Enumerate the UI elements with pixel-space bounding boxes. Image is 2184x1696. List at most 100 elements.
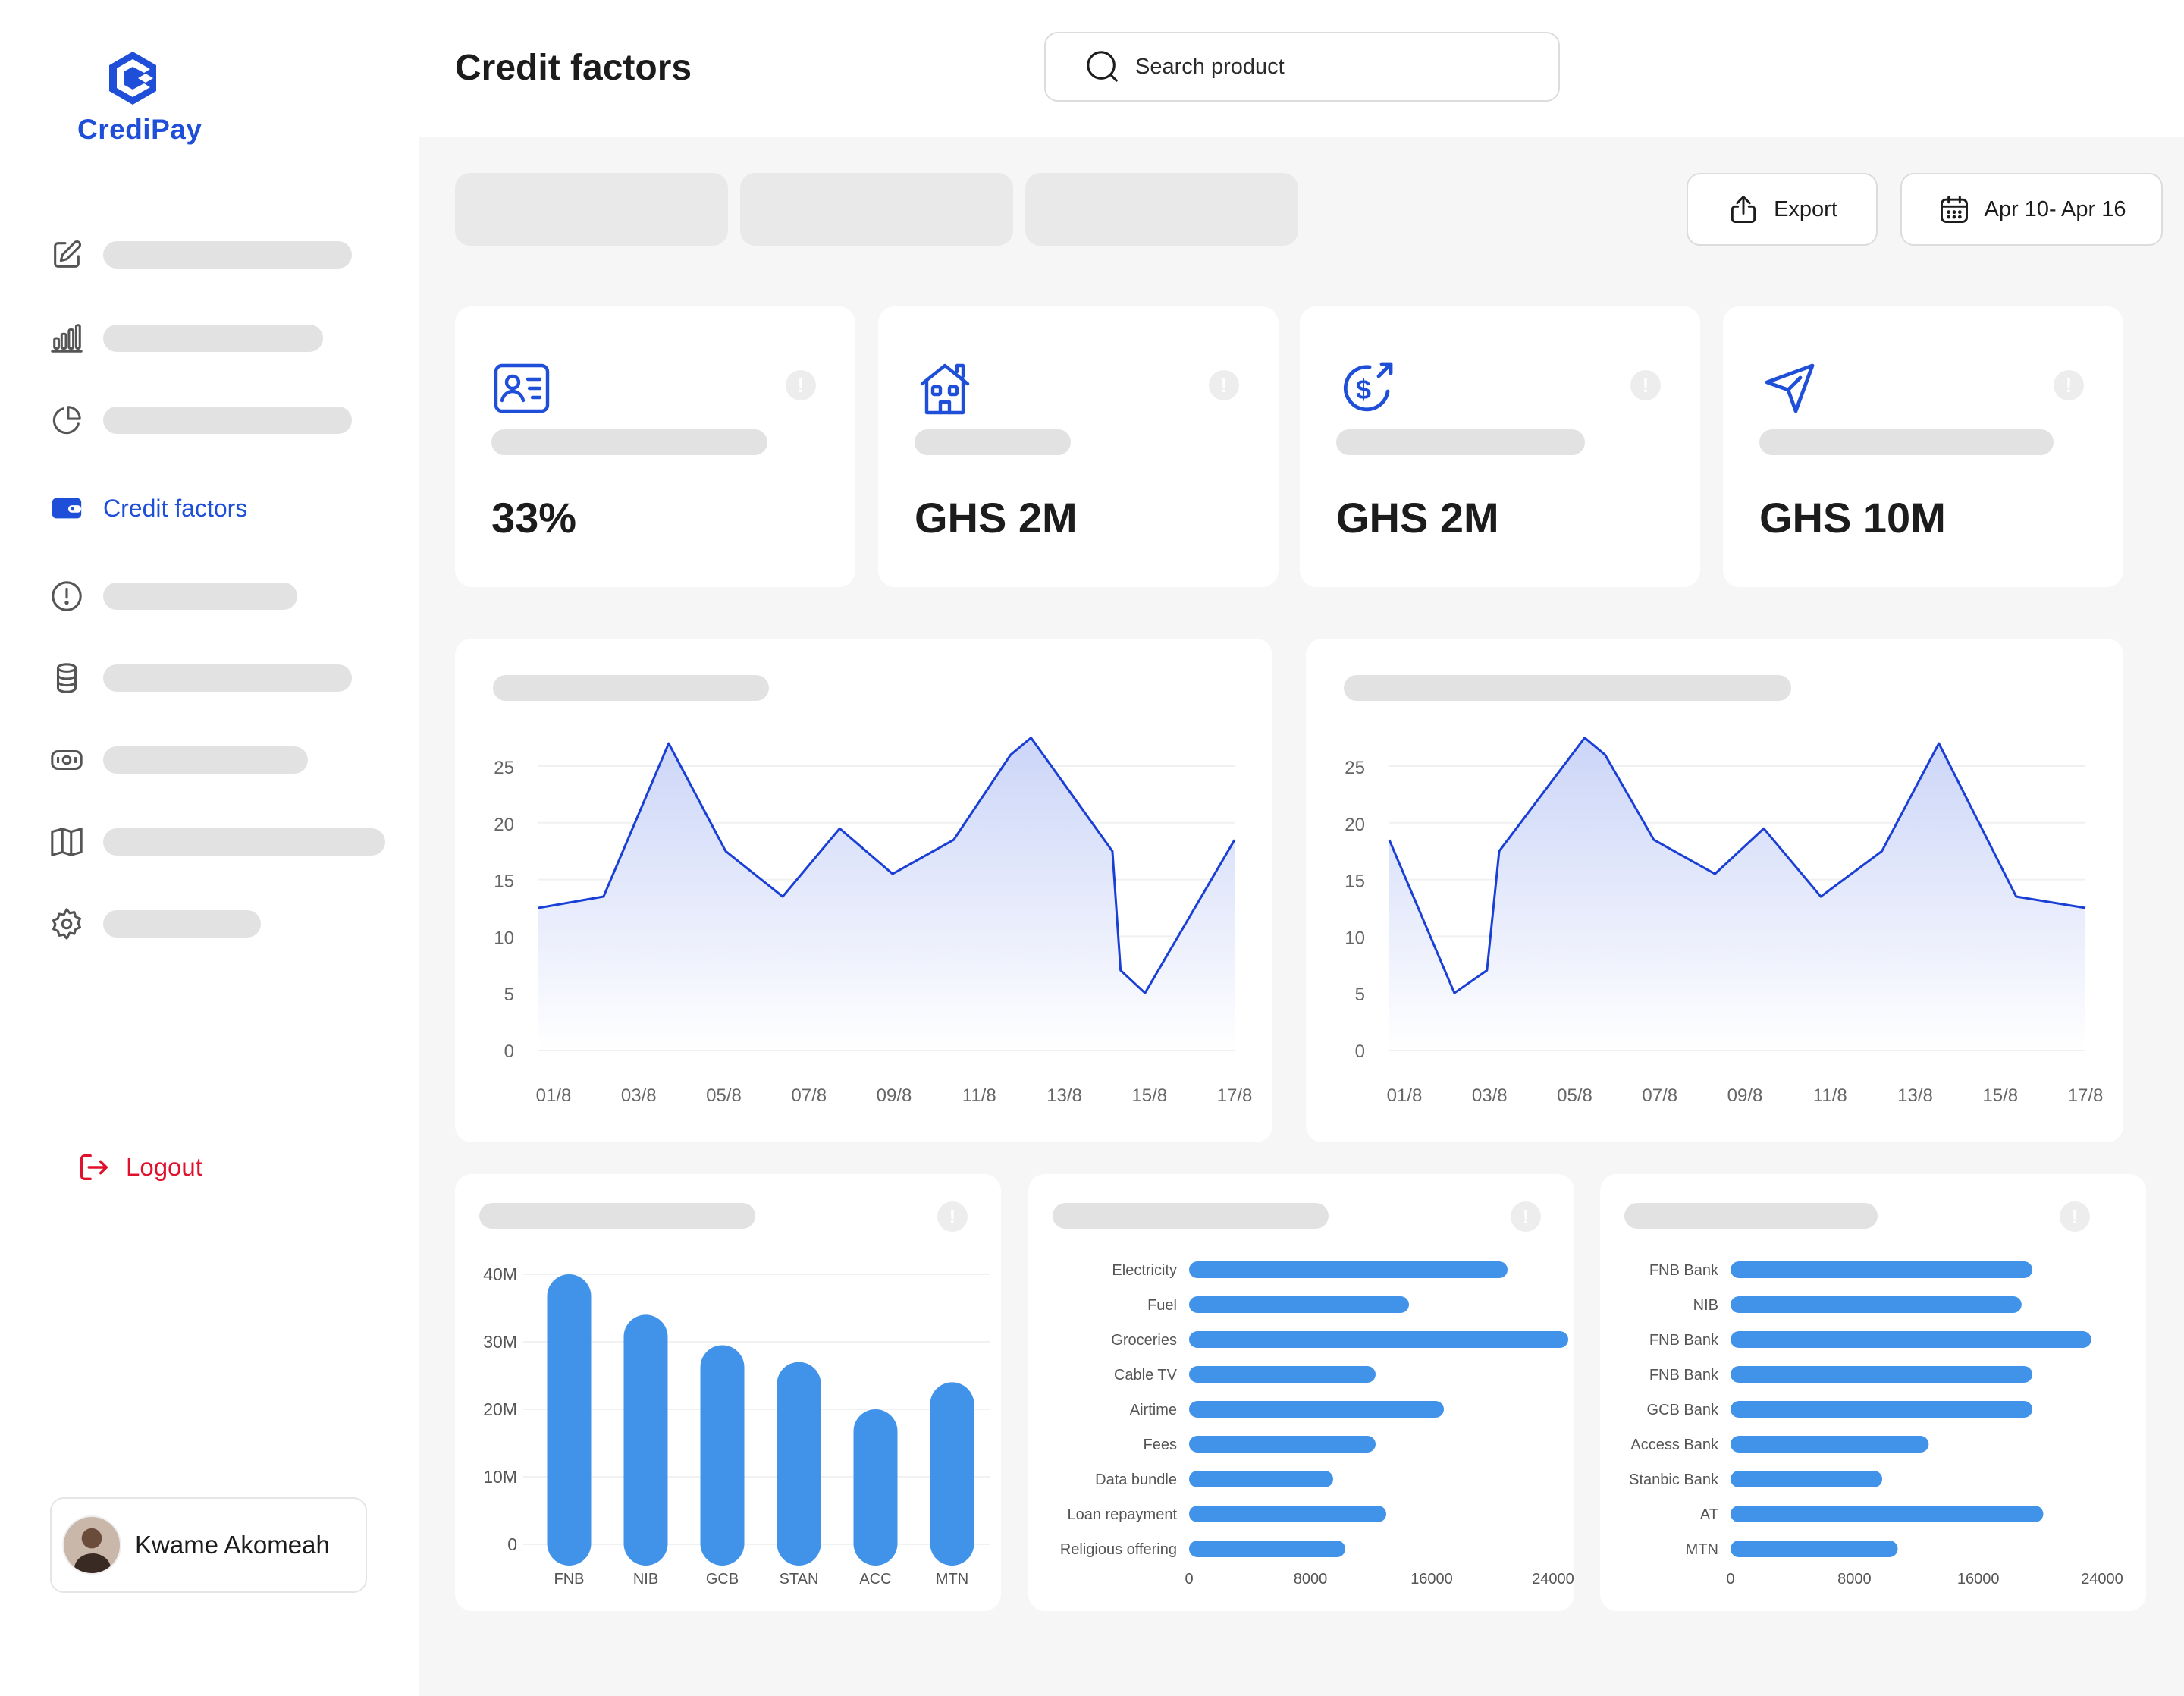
horizontal-bar-chart: FNB Bank NIB FNB Bank FNB Bank GCB Bank Acces… [1629, 1261, 2123, 1588]
x-tick-label: ACC [859, 1571, 891, 1588]
bar [1189, 1541, 1345, 1557]
sidebar-item-payments[interactable] [49, 739, 308, 781]
series-line [1388, 737, 2086, 994]
bar [1731, 1436, 1929, 1453]
stat-label-placeholder [1759, 429, 2054, 455]
x-tick-label: 05/8 [1557, 1085, 1592, 1106]
y-tick-label: FNB Bank [1649, 1332, 1719, 1349]
chart-title-placeholder [493, 675, 769, 701]
info-icon[interactable]: ! [1511, 1201, 1541, 1232]
x-tick-label: 01/8 [536, 1085, 572, 1106]
sidebar-item-settings[interactable] [49, 903, 261, 945]
sidebar-item-placeholder [103, 910, 261, 938]
sidebar-item-edit[interactable] [49, 234, 352, 276]
x-tick-label: 24000 [1532, 1571, 1574, 1588]
x-tick-label: 03/8 [621, 1085, 657, 1106]
page-title: Credit factors [455, 48, 692, 88]
sidebar-item-credit-factors[interactable]: Credit factors [49, 487, 247, 529]
calendar-icon [1940, 196, 1968, 223]
x-tick-label: 15/8 [1131, 1085, 1167, 1106]
x-tick-label: 0 [1185, 1571, 1193, 1588]
info-icon[interactable]: ! [2054, 370, 2084, 400]
x-tick-label: 15/8 [1982, 1085, 2018, 1106]
stat-card[interactable]: ! GHS 2M [878, 306, 1279, 587]
sidebar-item-reports[interactable] [49, 399, 352, 441]
cash-icon [49, 742, 85, 778]
bar [777, 1362, 821, 1566]
sidebar-item-docs[interactable] [49, 821, 385, 863]
y-tick-label: 10 [1345, 928, 1365, 948]
sidebar-item-placeholder [103, 583, 297, 610]
top-header: Credit factors [419, 0, 2184, 137]
date-range-picker[interactable]: Apr 10- Apr 16 [1900, 173, 2163, 246]
y-tick-label: Cable TV [1114, 1367, 1178, 1383]
x-tick-label: 11/8 [1813, 1085, 1847, 1106]
logout-button[interactable]: Logout [76, 1150, 202, 1185]
x-tick-label: 07/8 [1642, 1085, 1677, 1106]
tab-placeholder[interactable] [740, 173, 1013, 246]
stat-card[interactable]: ! GHS 10M [1723, 306, 2123, 587]
info-icon[interactable]: ! [937, 1201, 968, 1232]
info-icon[interactable]: ! [1209, 370, 1239, 400]
tab-placeholder[interactable] [1025, 173, 1298, 246]
y-tick-label: Access Bank [1630, 1437, 1719, 1453]
bar [623, 1314, 668, 1566]
bar [1731, 1331, 2091, 1348]
export-button[interactable]: Export [1687, 173, 1878, 246]
sidebar-item-label: Credit factors [103, 494, 248, 522]
bar [1189, 1296, 1409, 1313]
avatar [62, 1515, 121, 1575]
sidebar-item-placeholder [103, 407, 352, 434]
info-icon[interactable]: ! [1630, 370, 1661, 400]
series-line [538, 737, 1236, 994]
chart-title-placeholder [1344, 675, 1791, 701]
user-profile-card[interactable]: Kwame Akomeah [50, 1497, 367, 1593]
date-range-label: Apr 10- Apr 16 [1984, 196, 2126, 221]
book-icon [49, 824, 85, 860]
stat-card[interactable]: $ ! GHS 2M [1300, 306, 1700, 587]
stat-label-placeholder [491, 429, 767, 455]
y-tick-label: 20 [1345, 815, 1365, 835]
y-tick-label: 30M [483, 1332, 517, 1352]
bar [1189, 1471, 1333, 1487]
y-tick-label: Data bundle [1095, 1471, 1177, 1488]
info-icon[interactable]: ! [2060, 1201, 2090, 1232]
x-tick-label: 17/8 [1217, 1085, 1253, 1106]
bar [1731, 1401, 2033, 1418]
sidebar-item-placeholder [103, 664, 352, 692]
stat-value: GHS 2M [915, 494, 1078, 542]
search-box[interactable] [1044, 32, 1560, 102]
database-icon [49, 660, 85, 696]
x-tick-label: GCB [706, 1571, 739, 1588]
sidebar-item-placeholder [103, 325, 323, 352]
info-icon[interactable]: ! [786, 370, 816, 400]
chart-title-placeholder [479, 1203, 755, 1229]
sidebar-item-alerts[interactable] [49, 575, 297, 617]
send-icon [1765, 363, 1815, 413]
sidebar-item-data[interactable] [49, 657, 352, 699]
y-tick-label: 0 [504, 1041, 514, 1062]
svg-text:$: $ [1356, 374, 1371, 405]
y-tick-label: Fuel [1147, 1297, 1177, 1314]
tab-placeholder[interactable] [455, 173, 728, 246]
sidebar-item-analytics[interactable] [49, 317, 323, 360]
search-input[interactable] [1134, 53, 1516, 80]
stat-card[interactable]: ! 33% [455, 306, 855, 587]
y-tick-label: 15 [1345, 872, 1365, 892]
area-chart: 0 5 10 15 20 25 01/8 03/8 05/8 07/8 09/8 11/8 13/8 15… [494, 737, 1253, 1106]
bar [1189, 1401, 1444, 1418]
bar [1189, 1261, 1508, 1278]
x-tick-label: 8000 [1294, 1571, 1328, 1588]
x-tick-label: NIB [633, 1571, 658, 1588]
y-tick-label: 0 [1355, 1041, 1365, 1062]
x-tick-label: 0 [1726, 1571, 1734, 1588]
y-tick-label: 15 [494, 872, 514, 892]
bar-chart-icon [49, 320, 85, 356]
y-tick-label: Groceries [1111, 1332, 1177, 1349]
y-tick-label: Stanbic Bank [1629, 1471, 1719, 1488]
x-tick-label: FNB [554, 1571, 585, 1588]
y-tick-label: 25 [1345, 758, 1365, 778]
stat-value: GHS 2M [1336, 494, 1499, 542]
area-chart: 0 5 10 15 20 25 01/8 03/8 05/8 07/8 09/8 11/8 13/8 15… [1345, 737, 2103, 1106]
area-fill [1389, 737, 2085, 1050]
